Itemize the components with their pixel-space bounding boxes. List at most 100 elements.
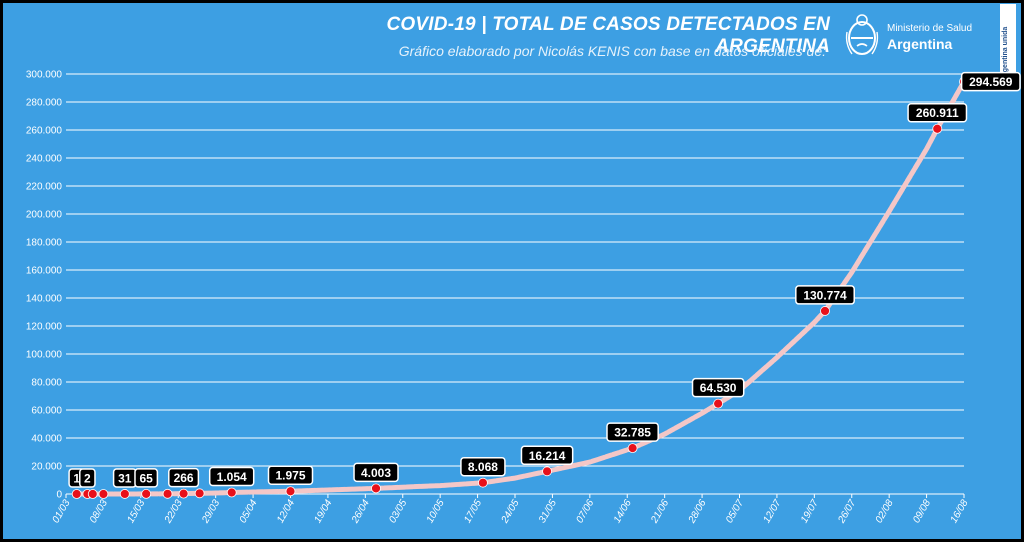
data-point	[98, 489, 109, 499]
y-tick-label: 200.000	[26, 210, 63, 221]
y-tick-label: 300.000	[26, 70, 63, 81]
data-label: 4.003	[353, 462, 399, 483]
data-point	[119, 489, 130, 499]
x-tick-label: 26/07	[836, 498, 859, 526]
x-tick-label: 07/06	[574, 498, 596, 526]
data-label-text: 64.530	[700, 381, 737, 395]
data-label: 266	[168, 467, 200, 488]
data-label-text: 1.054	[217, 470, 247, 484]
x-tick-label: 16/08	[949, 498, 971, 526]
data-label-box	[907, 102, 968, 123]
data-point	[87, 489, 98, 499]
data-point	[478, 477, 488, 488]
data-label-text: 65	[139, 471, 153, 485]
x-tick-label: 03/05	[387, 498, 409, 526]
data-point	[285, 486, 296, 497]
x-tick-label: 02/08	[874, 498, 896, 526]
data-label: 65	[134, 468, 159, 488]
data-point	[71, 489, 82, 499]
x-tick-label: 10/05	[425, 498, 447, 526]
x-tick-label: 09/08	[911, 498, 933, 526]
data-label-box	[353, 462, 399, 483]
data-label-box	[691, 377, 745, 398]
data-label-text: 1.975	[275, 469, 305, 483]
series-line	[74, 79, 967, 497]
data-label-text: 32.785	[614, 426, 651, 440]
argentina-unida-badge: Argentina unida	[1000, 4, 1016, 84]
data-label-box	[79, 468, 96, 488]
data-point	[141, 489, 152, 499]
y-tick-label: 20.000	[31, 462, 62, 473]
grid-lines	[66, 73, 964, 495]
data-label: 64.530	[691, 377, 745, 398]
y-tick-label: 240.000	[26, 154, 63, 165]
data-label-box	[460, 456, 506, 477]
data-label: 8.068	[460, 456, 506, 477]
data-label-box	[267, 465, 314, 485]
data-label-text: 266	[174, 471, 194, 485]
x-tick-label: 14/06	[612, 498, 634, 526]
ministerio-logo: Ministerio de Salud Argentina	[844, 12, 984, 62]
y-tick-label: 140.000	[26, 294, 63, 305]
data-point	[542, 466, 552, 477]
x-tick-label: 15/03	[125, 498, 147, 526]
x-tick-label: 22/03	[162, 498, 185, 526]
data-labels-layer: 1 2 31 65 266 1.054 1.975 4.003 8.068 16.214 32.78…	[68, 71, 1021, 488]
logo-line1: Ministerio de Salud	[887, 23, 973, 34]
x-tick-label: 26/04	[349, 498, 372, 526]
x-tick-label: 08/03	[88, 498, 110, 526]
data-point	[178, 488, 189, 499]
data-point	[627, 443, 638, 454]
y-tick-label: 80.000	[31, 378, 62, 389]
y-tick-label: 0	[56, 490, 62, 501]
data-label: 294.569	[960, 71, 1021, 92]
data-point	[820, 306, 830, 316]
y-tick-label: 220.000	[26, 182, 63, 193]
data-label-text: 1	[73, 471, 80, 485]
data-label-text: 8.068	[468, 460, 498, 474]
data-point	[194, 488, 205, 499]
series-layer	[74, 79, 967, 497]
y-tick-label: 40.000	[31, 434, 62, 445]
y-tick-label: 280.000	[26, 98, 63, 109]
x-tick-label: 17/05	[462, 498, 484, 526]
chart-subtitle: Gráfico elaborado por Nicolás KENIS con …	[398, 43, 826, 59]
data-label: 2	[79, 468, 96, 488]
x-tick-label: 12/04	[275, 498, 297, 526]
data-label: 1.975	[267, 465, 314, 485]
logo-line2: Argentina	[887, 36, 953, 52]
x-tick-label: 24/05	[499, 498, 522, 526]
data-label-text: 130.774	[803, 288, 847, 302]
chart-title: COVID-19 | TOTAL DE CASOS DETECTADOS EN …	[386, 14, 830, 57]
data-label: 1.054	[208, 466, 255, 487]
data-label: 260.911	[907, 102, 968, 123]
y-tick-label: 180.000	[26, 238, 63, 249]
x-tick-label: 05/04	[238, 498, 260, 526]
data-point	[932, 123, 943, 134]
data-label-box	[960, 71, 1021, 92]
data-label: 16.214	[520, 445, 574, 466]
y-tick-label: 120.000	[26, 322, 63, 333]
data-label: 130.774	[795, 285, 855, 305]
data-label-box	[520, 445, 574, 466]
x-tick-label: 21/06	[649, 498, 672, 526]
y-axis-ticks: 0 20.000 40.000 60.000 80.000 100.000 120.000 1…	[26, 70, 63, 501]
data-label-text: 294.569	[969, 75, 1013, 89]
y-tick-label: 100.000	[26, 350, 63, 361]
data-label-box	[606, 422, 659, 442]
data-label-text: 16.214	[529, 449, 566, 463]
data-label: 31	[112, 468, 137, 488]
x-tick-label: 28/06	[686, 498, 709, 526]
x-tick-label: 19/04	[312, 498, 334, 526]
y-tick-label: 60.000	[31, 406, 62, 417]
data-label-box	[795, 285, 855, 305]
data-label-text: 2	[84, 471, 91, 485]
x-tick-label: 12/07	[761, 498, 783, 526]
x-axis-ticks: 01/03 08/03 15/03 22/03 29/03 05/04 12/04 19/04…	[51, 494, 971, 526]
data-label-text: 260.911	[916, 106, 959, 120]
data-label-box	[208, 466, 255, 487]
data-label-box	[168, 467, 200, 488]
x-tick-label: 29/03	[200, 498, 223, 526]
x-tick-label: 19/07	[799, 498, 821, 526]
